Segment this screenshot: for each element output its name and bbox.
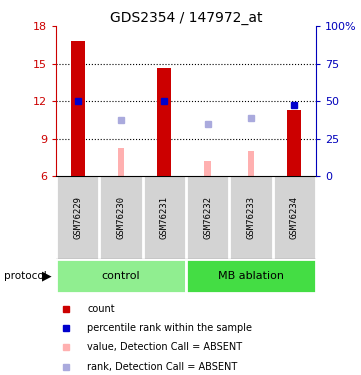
Text: count: count [87, 304, 115, 313]
Bar [248, 151, 254, 176]
Text: GSM76233: GSM76233 [247, 196, 255, 239]
Text: GSM76231: GSM76231 [160, 196, 169, 239]
Bar [56, 259, 186, 292]
Text: ▶: ▶ [42, 269, 51, 282]
Text: MB ablation: MB ablation [218, 271, 284, 280]
Text: percentile rank within the sample: percentile rank within the sample [87, 322, 252, 333]
Text: control: control [102, 271, 140, 280]
Text: protocol: protocol [4, 271, 46, 280]
Bar [157, 68, 171, 176]
Text: GSM76234: GSM76234 [290, 196, 299, 239]
Text: value, Detection Call = ABSENT: value, Detection Call = ABSENT [87, 342, 242, 352]
Bar [118, 147, 124, 176]
Text: GSM76232: GSM76232 [203, 196, 212, 239]
Bar [71, 41, 84, 176]
Bar [186, 259, 316, 292]
Title: GDS2354 / 147972_at: GDS2354 / 147972_at [110, 11, 262, 25]
Text: GSM76229: GSM76229 [73, 196, 82, 239]
Bar [287, 110, 301, 176]
Bar [204, 161, 211, 176]
Text: GSM76230: GSM76230 [117, 196, 125, 239]
Text: rank, Detection Call = ABSENT: rank, Detection Call = ABSENT [87, 362, 238, 372]
